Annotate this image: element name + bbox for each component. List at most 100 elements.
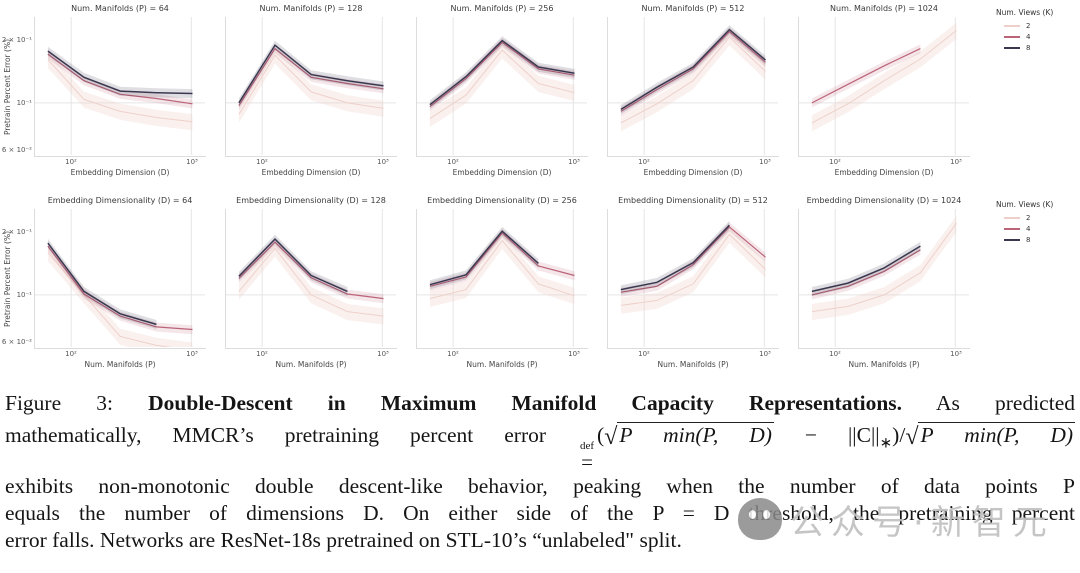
caption-text: mathematically, MMCR’s pretraining perce… <box>5 423 577 447</box>
series-band-k8 <box>811 241 921 296</box>
plot-canvas <box>799 17 969 155</box>
logo-eye <box>763 510 770 519</box>
plot-canvas <box>226 17 396 155</box>
series-line-k2 <box>47 252 172 347</box>
subplot-d256: Embedding Dimensionality (D) = 256 10² 10… <box>416 196 588 369</box>
legend-title: Num. Views (K) <box>996 8 1054 17</box>
chart-title: Num. Manifolds (P) = 256 <box>450 4 554 13</box>
chart-title: Num. Manifolds (P) = 64 <box>71 4 169 13</box>
plot-canvas <box>417 209 587 347</box>
figure-row-1: Pretrain Percent Error (%) 2 × 10⁻¹ 10⁻¹… <box>0 4 1080 182</box>
subplot-d512: Embedding Dimensionality (D) = 512 10² 10… <box>607 196 779 369</box>
subplot-p256: Num. Manifolds (P) = 256 10² 10³ Embeddin… <box>416 4 588 177</box>
chart-title: Embedding Dimensionality (D) = 128 <box>236 196 386 205</box>
x-axis-label: Embedding Dimension (D) <box>643 168 743 177</box>
defeq-symbol: def = <box>580 440 595 474</box>
sqrt-symbol: √ <box>905 424 919 450</box>
y-axis: Pretrain Percent Error (%) 2 × 10⁻¹ 10⁻¹… <box>0 4 34 182</box>
legend-swatch-k4 <box>1004 35 1020 38</box>
series-band-k4 <box>620 27 766 117</box>
series-band-k8 <box>238 234 348 296</box>
series-line-k8 <box>429 39 575 106</box>
nuclear-norm-star: ∗ <box>879 435 893 452</box>
series-line-k2 <box>811 222 957 313</box>
x-axis-label: Num. Manifolds (P) <box>657 360 729 369</box>
figure-row-2: Pretrain Percent Error (%) 2 × 10⁻¹ 10⁻¹… <box>0 196 1080 374</box>
x-tick-label: 10³ <box>950 158 962 166</box>
sqrt-symbol: √ <box>604 424 618 450</box>
series-line-k8 <box>47 242 157 326</box>
chart-title: Embedding Dimensionality (D) = 256 <box>427 196 577 205</box>
subplot-p128: Num. Manifolds (P) = 128 10² 10³ Embeddin… <box>225 4 397 177</box>
series-line-k2 <box>238 247 384 317</box>
chart-title: Num. Manifolds (P) = 1024 <box>830 4 938 13</box>
legend-title: Num. Views (K) <box>996 200 1054 209</box>
subplot-p1024: Num. Manifolds (P) = 1024 10² 10³ Embeddi… <box>798 4 970 177</box>
y-tick-label: 2 × 10⁻¹ <box>1 36 32 44</box>
series-band-k4 <box>811 245 921 300</box>
series-line-k8 <box>620 224 730 291</box>
series-line-k8 <box>620 28 766 111</box>
series-line-k4 <box>47 245 193 331</box>
x-tick-label: 10³ <box>568 350 580 358</box>
legend-swatch-k2 <box>1004 216 1020 219</box>
caption-line-4: equals the number of dimensions D. On ei… <box>5 501 1075 525</box>
series-line-k2 <box>47 59 193 123</box>
series-line-k4 <box>429 232 575 287</box>
legend-row-1: Num. Views (K) 2 4 8 <box>982 4 1076 53</box>
series-line-k2 <box>429 239 575 300</box>
series-line-k4 <box>429 41 575 108</box>
series-line-k4 <box>238 47 384 106</box>
figure-caption: Figure 3: Double-Descent in Maximum Mani… <box>0 390 1080 554</box>
y-tick-label: 10⁻¹ <box>16 99 32 107</box>
caption-text: As predicted <box>902 391 1075 415</box>
x-tick-label: 10² <box>638 158 650 166</box>
caption-line-1: Figure 3: Double-Descent in Maximum Mani… <box>5 390 1075 417</box>
legend-label: 2 <box>1026 213 1031 222</box>
series-line-k8 <box>238 44 384 104</box>
legend-label: 2 <box>1026 21 1031 30</box>
x-tick-label: 10³ <box>377 158 389 166</box>
plot-area <box>34 209 206 349</box>
plot-canvas <box>608 17 778 155</box>
series-line-k4 <box>811 249 921 296</box>
x-tick-label: 10² <box>829 158 841 166</box>
subplot-p512: Num. Manifolds (P) = 512 10² 10³ Embeddin… <box>607 4 779 177</box>
x-tick-label: 10² <box>447 158 459 166</box>
plot-area <box>416 209 588 349</box>
plot-area <box>225 17 397 157</box>
legend-label: 4 <box>1026 224 1031 233</box>
series-line-k2 <box>620 36 766 124</box>
x-axis-label: Embedding Dimension (D) <box>834 168 934 177</box>
plot-canvas <box>226 209 396 347</box>
series-band-k8 <box>47 238 157 329</box>
series-line-k2 <box>620 233 766 306</box>
chart-title: Embedding Dimensionality (D) = 1024 <box>806 196 962 205</box>
subplot-d128: Embedding Dimensionality (D) = 128 10² 10… <box>225 196 397 369</box>
formula: (√P min(P, D) − ||C||∗)/√P min(P, D) <box>597 422 1076 452</box>
plot-area <box>34 17 206 157</box>
caption-figure-label: Figure 3: <box>5 391 149 415</box>
series-line-k4 <box>238 241 384 300</box>
logo-eye <box>749 510 756 519</box>
series-line-k8 <box>811 245 921 293</box>
x-axis-label: Num. Manifolds (P) <box>84 360 156 369</box>
series-band-k2 <box>429 42 575 127</box>
caption-title-bold: Double-Descent in Maximum Manifold Capac… <box>148 391 903 415</box>
series-line-k4 <box>47 53 193 105</box>
series-line-k8 <box>238 238 348 293</box>
series-band-k2 <box>811 22 957 132</box>
caption-line-2: mathematically, MMCR’s pretraining perce… <box>5 417 1076 474</box>
series-band-k8 <box>429 36 575 110</box>
series-band-k2 <box>47 51 193 131</box>
x-axis-label: Embedding Dimension (D) <box>70 168 170 177</box>
plot-canvas <box>417 17 587 155</box>
series-band-k2 <box>429 232 575 307</box>
plot-area <box>607 17 779 157</box>
wechat-logo-icon <box>738 498 782 540</box>
caption-line-3: exhibits non-monotonic double descent-li… <box>5 474 1075 498</box>
plot-canvas <box>799 209 969 347</box>
x-axis-label: Embedding Dimension (D) <box>452 168 552 177</box>
plot-canvas <box>608 209 778 347</box>
subplot-d1024: Embedding Dimensionality (D) = 1024 10² 1… <box>798 196 970 369</box>
